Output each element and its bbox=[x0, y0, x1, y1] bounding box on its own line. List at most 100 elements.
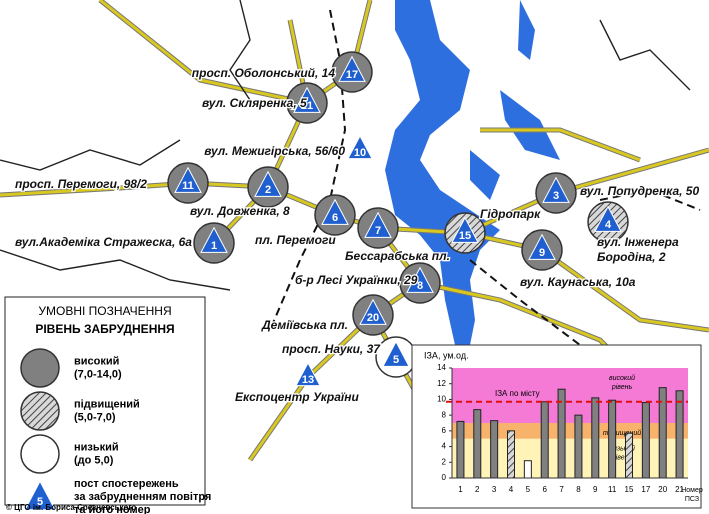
station-label: вул. Довженка, 8 bbox=[190, 204, 290, 218]
station-number: 5 bbox=[37, 496, 43, 508]
x-tick-label: 20 bbox=[658, 485, 667, 494]
bar bbox=[456, 420, 465, 479]
station-number: 7 bbox=[375, 225, 381, 237]
bar bbox=[574, 414, 583, 479]
x-tick-label: 3 bbox=[492, 485, 497, 494]
station: 6 пл. Перемоги bbox=[254, 194, 356, 248]
station-marker bbox=[321, 198, 349, 225]
legend-text: та його номер bbox=[74, 504, 151, 514]
y-tick-label: 2 bbox=[442, 457, 447, 466]
station-label: вул. Каунаська, 10а bbox=[520, 275, 636, 289]
band-label: високий bbox=[609, 374, 635, 382]
station-marker bbox=[200, 226, 228, 253]
bar bbox=[641, 402, 650, 479]
station: 9 вул. Каунаська, 10а bbox=[519, 229, 637, 290]
station-marker bbox=[406, 266, 434, 293]
level-band bbox=[452, 423, 688, 439]
legend-text: (7,0-14,0) bbox=[74, 368, 122, 380]
x-tick-label: 2 bbox=[475, 485, 480, 494]
y-tick-label: 6 bbox=[442, 426, 447, 435]
legend-text: низький bbox=[74, 441, 119, 453]
station-label: вул. Інженера bbox=[597, 235, 679, 249]
bar bbox=[675, 390, 684, 479]
station-label: б-р Лесі Українки, 29 bbox=[295, 273, 418, 287]
station-number: 1 bbox=[211, 240, 217, 252]
station-label: пл. Перемоги bbox=[255, 233, 336, 247]
station: 5 просп. Науки, 37 bbox=[281, 336, 417, 378]
station-marker bbox=[254, 170, 282, 197]
y-tick-label: 8 bbox=[442, 410, 447, 419]
credit: © ЦГО ім. Бориса Срезневського bbox=[6, 503, 137, 512]
y-tick-label: 10 bbox=[437, 395, 446, 404]
legend-swatch bbox=[20, 434, 60, 474]
bar bbox=[608, 399, 617, 479]
bar bbox=[523, 460, 532, 479]
x-axis-label: Номер bbox=[681, 487, 703, 494]
y-axis-label: ІЗА, ум.од. bbox=[424, 350, 469, 360]
station-marker bbox=[24, 480, 56, 511]
station-marker bbox=[174, 166, 202, 193]
x-tick-label: 5 bbox=[526, 485, 531, 494]
x-tick-label: 7 bbox=[559, 485, 564, 494]
y-tick-label: 14 bbox=[437, 363, 446, 372]
station-number: 4 bbox=[605, 219, 612, 231]
station-marker bbox=[594, 205, 622, 232]
station: 3 вул. Попудренка, 50 bbox=[535, 172, 701, 214]
station-label: вул.Академіка Стражеска, 6а bbox=[15, 235, 192, 249]
legend-text: високий bbox=[74, 355, 119, 367]
band-label: рівень bbox=[611, 383, 633, 391]
station-number: 6 bbox=[332, 212, 338, 224]
station-number: 8 bbox=[417, 280, 423, 292]
station-label: просп. Науки, 37 bbox=[282, 342, 381, 356]
station-marker bbox=[338, 55, 366, 82]
band-label: підвищений bbox=[603, 429, 641, 437]
station-label: просп. Перемоги, 98/2 bbox=[15, 177, 147, 191]
y-tick-label: 4 bbox=[442, 442, 447, 451]
map-background bbox=[0, 0, 709, 462]
legend-text: (5,0-7,0) bbox=[74, 411, 116, 423]
x-tick-label: 4 bbox=[509, 485, 514, 494]
station-marker bbox=[528, 233, 556, 260]
x-tick-label: 21 bbox=[675, 485, 684, 494]
station-label: Бородіна, 2 bbox=[597, 250, 666, 264]
legend-items: високий(7,0-14,0) підвищений(5,0-7,0) низь… bbox=[20, 348, 211, 514]
band-label: низький bbox=[609, 445, 635, 453]
x-tick-label: 8 bbox=[576, 485, 581, 494]
bar bbox=[540, 401, 549, 479]
legend-text: підвищений bbox=[74, 398, 140, 410]
station-number: 17 bbox=[346, 69, 358, 81]
x-tick-label: 6 bbox=[542, 485, 547, 494]
x-tick-label: 17 bbox=[641, 485, 650, 494]
station: 11 просп. Перемоги, 98/2 bbox=[14, 162, 209, 204]
station: 10 вул. Межигірська, 56/60 bbox=[203, 134, 373, 160]
level-band bbox=[452, 368, 688, 423]
inset-chart: ІЗА, ум.од. низький рівень підвищений висок… bbox=[411, 344, 703, 509]
bar bbox=[625, 432, 633, 479]
legend-text: за забрудненням повітря bbox=[74, 491, 211, 503]
x-axis-label: ПСЗ bbox=[685, 496, 699, 503]
station: 20 Деміївська пл. bbox=[260, 294, 394, 336]
station-marker bbox=[293, 86, 321, 113]
x-tick-label: 15 bbox=[625, 485, 634, 494]
station-marker bbox=[364, 211, 392, 238]
station-label: Деміївська пл. bbox=[261, 318, 348, 332]
station-marker bbox=[451, 216, 479, 243]
station: 1 вул.Академіка Стражеска, 6а bbox=[14, 222, 235, 264]
legend-text: (до 5,0) bbox=[74, 454, 114, 466]
station-label: Бессарабська пл. bbox=[345, 249, 450, 263]
bar bbox=[591, 397, 600, 479]
x-tick-label: 1 bbox=[458, 485, 463, 494]
station-marker bbox=[542, 176, 570, 203]
station-marker bbox=[347, 134, 373, 160]
bar bbox=[507, 430, 515, 479]
station-label: вул. Межигірська, 56/60 bbox=[204, 144, 345, 158]
station-number: 21 bbox=[301, 100, 313, 112]
station-marker bbox=[295, 361, 321, 387]
y-tick-label: 0 bbox=[442, 473, 447, 482]
legend-subtitle: РІВЕНЬ ЗАБРУДНЕННЯ bbox=[35, 322, 174, 336]
station-label: Гідропарк bbox=[480, 207, 541, 221]
x-tick-label: 11 bbox=[608, 485, 617, 494]
